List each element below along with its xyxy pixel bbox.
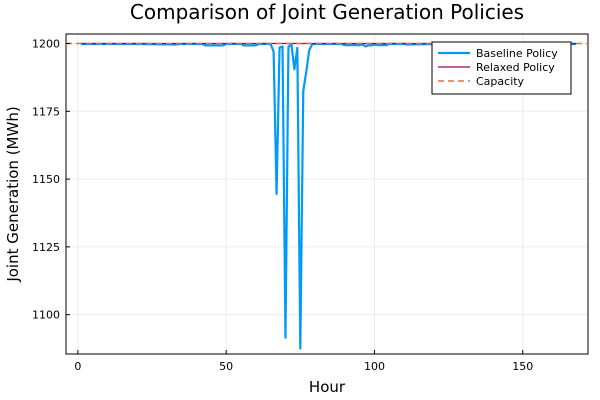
y-axis-label: Joint Generation (MWh) — [4, 106, 22, 282]
x-tick-label-0: 0 — [74, 360, 81, 373]
legend-label-2: Capacity — [476, 75, 525, 88]
y-tick-label-1: 1125 — [32, 241, 60, 254]
x-tick-label-3: 150 — [512, 360, 533, 373]
series-line-baseline-policy — [80, 42, 577, 350]
y-tick-label-3: 1175 — [32, 105, 60, 118]
ticks: 0 50 100 150 1100 1125 1150 1175 1200 — [32, 37, 533, 373]
x-tick-label-1: 50 — [219, 360, 233, 373]
x-axis-label: Hour — [309, 378, 346, 396]
legend-label-0: Baseline Policy — [476, 47, 558, 60]
chart-title: Comparison of Joint Generation Policies — [130, 0, 524, 24]
x-tick-label-2: 100 — [364, 360, 385, 373]
y-tick-label-4: 1200 — [32, 37, 60, 50]
legend-label-1: Relaxed Policy — [476, 61, 555, 74]
y-tick-label-2: 1150 — [32, 173, 60, 186]
plot-frame — [65, 33, 589, 355]
y-tick-label-0: 1100 — [32, 309, 60, 322]
legend-box — [431, 41, 572, 95]
